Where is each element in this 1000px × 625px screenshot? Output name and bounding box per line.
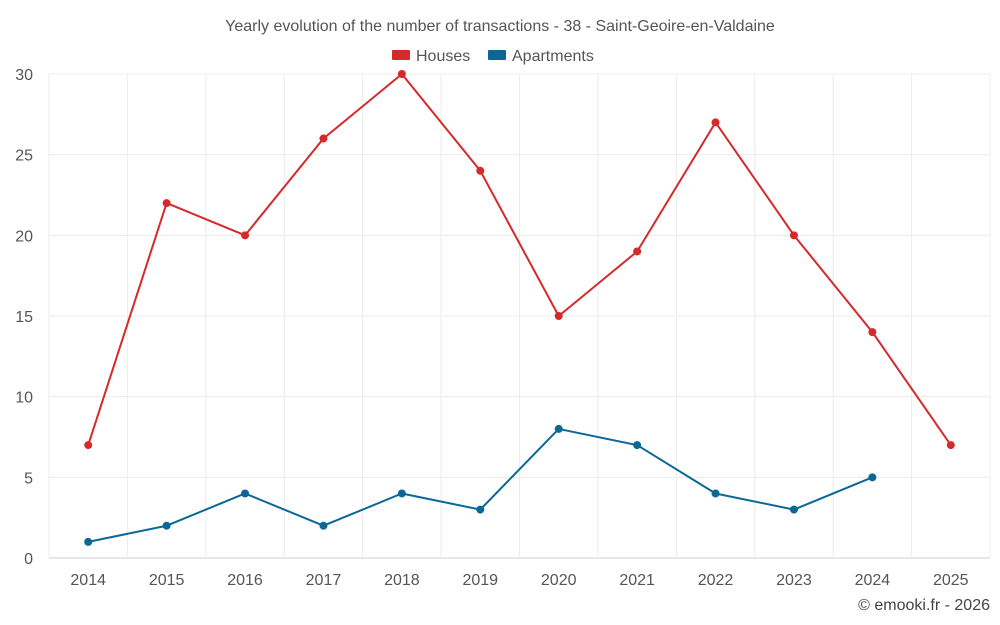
y-tick-label: 5 — [24, 470, 33, 487]
legend-swatch-apartments — [488, 50, 506, 60]
data-point-houses[interactable] — [476, 166, 485, 175]
series-apartments — [84, 424, 877, 546]
series-houses — [84, 70, 955, 450]
data-point-apartments[interactable] — [633, 441, 642, 450]
y-tick-label: 25 — [15, 148, 33, 165]
data-point-houses[interactable] — [241, 231, 250, 240]
data-point-houses[interactable] — [946, 441, 955, 450]
data-point-houses[interactable] — [554, 312, 563, 320]
x-tick-label: 2022 — [698, 572, 734, 589]
y-tick-label: 0 — [24, 551, 33, 568]
chart-title: Yearly evolution of the number of transa… — [225, 18, 775, 35]
y-axis: 0 5 10 15 20 25 30 — [15, 67, 33, 568]
data-point-houses[interactable] — [397, 70, 406, 78]
y-tick-label: 10 — [15, 390, 33, 407]
data-point-houses[interactable] — [633, 247, 642, 256]
x-tick-label: 2016 — [227, 572, 263, 589]
x-tick-label: 2024 — [855, 572, 891, 589]
x-tick-label: 2023 — [776, 572, 812, 589]
data-point-houses[interactable] — [162, 199, 171, 208]
x-tick-label: 2021 — [619, 572, 655, 589]
grid — [48, 73, 991, 559]
credit-text: © emooki.fr - 2026 — [858, 597, 990, 614]
data-point-apartments[interactable] — [319, 521, 328, 530]
data-point-houses[interactable] — [868, 328, 877, 337]
y-tick-label: 15 — [15, 309, 33, 326]
x-axis: 2014 2015 2016 2017 2018 2019 2020 2021 2022 2023… — [70, 572, 968, 589]
data-point-apartments[interactable] — [868, 473, 877, 482]
x-tick-label: 2018 — [384, 572, 420, 589]
data-point-houses[interactable] — [711, 118, 720, 127]
data-point-houses[interactable] — [84, 441, 93, 450]
legend-label-houses: Houses — [416, 48, 470, 65]
x-tick-label: 2020 — [541, 572, 577, 589]
data-point-apartments[interactable] — [554, 424, 563, 433]
y-tick-label: 30 — [15, 67, 33, 84]
series-layer — [84, 70, 955, 546]
data-point-apartments[interactable] — [397, 489, 406, 498]
data-point-apartments[interactable] — [162, 521, 171, 530]
x-tick-label: 2017 — [306, 572, 342, 589]
data-point-houses[interactable] — [319, 134, 328, 143]
data-point-apartments[interactable] — [476, 505, 485, 514]
legend-swatch-houses — [392, 50, 410, 60]
x-tick-label: 2015 — [149, 572, 185, 589]
legend: Houses Apartments — [392, 48, 594, 65]
data-point-houses[interactable] — [789, 231, 798, 240]
legend-item-apartments[interactable]: Apartments — [488, 48, 594, 65]
data-point-apartments[interactable] — [711, 489, 720, 498]
data-point-apartments[interactable] — [84, 537, 93, 546]
series-line-houses — [87, 73, 952, 447]
x-tick-label: 2025 — [933, 572, 969, 589]
x-tick-label: 2019 — [462, 572, 498, 589]
data-point-apartments[interactable] — [241, 489, 250, 498]
legend-label-apartments: Apartments — [512, 48, 594, 65]
x-tick-label: 2014 — [70, 572, 106, 589]
legend-item-houses[interactable]: Houses — [392, 48, 470, 65]
y-tick-label: 20 — [15, 228, 33, 245]
data-point-apartments[interactable] — [789, 505, 798, 514]
